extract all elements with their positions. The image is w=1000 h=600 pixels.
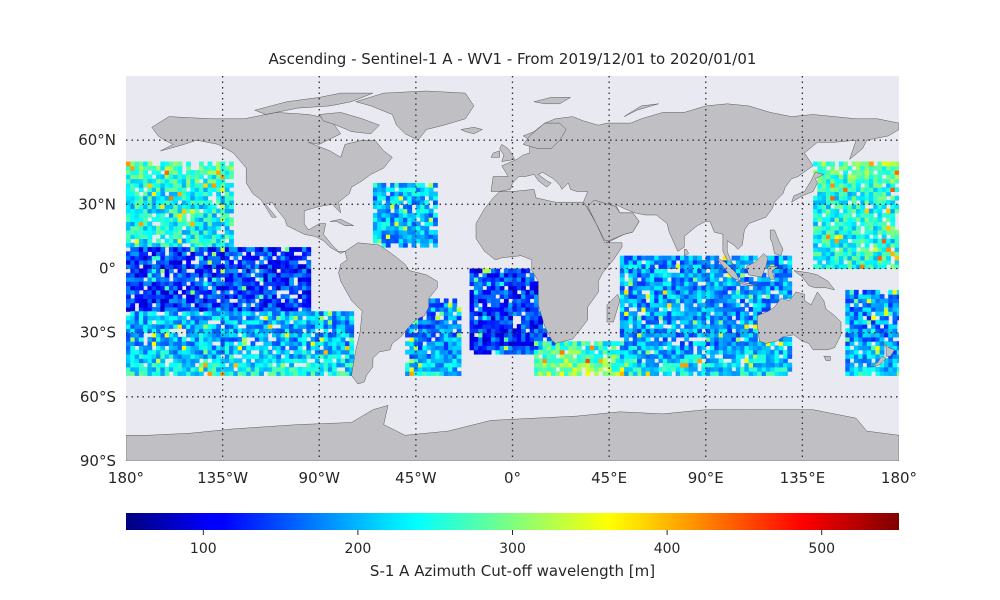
lon-label: 90°W — [299, 469, 341, 487]
lon-label: 0° — [504, 469, 521, 487]
colorbar-tick-label: 100 — [190, 541, 217, 557]
colorbar-tick-label: 300 — [499, 541, 526, 557]
lon-label: 45°W — [395, 469, 437, 487]
colorbar-tick-label: 500 — [808, 541, 835, 557]
lat-label: 60°N — [78, 131, 116, 149]
colorbar-ticks: 100 200 300 400 500 — [190, 530, 835, 557]
ocean-background — [126, 76, 899, 461]
lon-label: 180° — [881, 469, 917, 487]
figure-title: Ascending - Sentinel-1 A - WV1 - From 20… — [268, 50, 757, 68]
lat-label: 90°S — [80, 452, 116, 470]
lon-label: 90°E — [688, 469, 724, 487]
land-layer — [126, 90, 899, 461]
graticule — [126, 76, 899, 461]
lon-label: 45°E — [591, 469, 627, 487]
heatmap-layer — [126, 161, 899, 376]
lon-label: 135°E — [780, 469, 826, 487]
lat-label: 30°S — [80, 324, 116, 342]
lon-label: 180° — [108, 469, 144, 487]
lat-label: 0° — [99, 260, 116, 278]
colorbar — [126, 513, 899, 530]
lat-label: 30°N — [78, 195, 116, 213]
colorbar-tick-label: 400 — [654, 541, 681, 557]
colorbar-label: S-1 A Azimuth Cut-off wavelength [m] — [369, 562, 656, 580]
colorbar-tick-label: 200 — [345, 541, 372, 557]
lon-label: 135°W — [197, 469, 248, 487]
lat-label: 60°S — [80, 388, 116, 406]
